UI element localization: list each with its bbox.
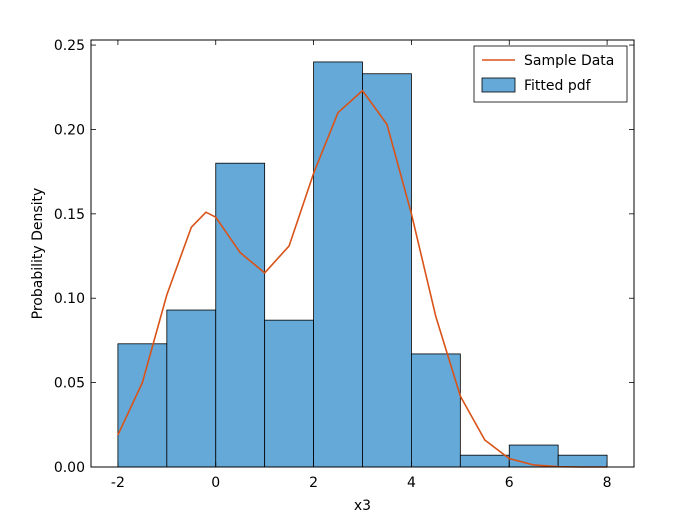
y-tick-label: 0.00 xyxy=(54,460,85,476)
y-tick-label: 0.10 xyxy=(54,291,85,307)
x-tick-label: 8 xyxy=(603,475,612,491)
y-tick-label: 0.25 xyxy=(54,38,85,54)
plot-frame xyxy=(90,39,635,468)
histogram-bar xyxy=(508,444,559,468)
legend: Sample Data Fitted pdf xyxy=(473,45,628,103)
legend-box xyxy=(473,45,628,103)
histogram-bar xyxy=(215,162,266,468)
x-axis-ticks: -2 0 2 4 6 8 xyxy=(111,40,612,491)
x-tick-label: 6 xyxy=(505,475,514,491)
y-tick-label: 0.20 xyxy=(54,122,85,138)
histogram-bars xyxy=(117,61,608,468)
y-tick-label: 0.05 xyxy=(54,376,85,392)
histogram-bar xyxy=(557,454,608,468)
histogram-bar xyxy=(264,319,314,468)
x-tick-label: 0 xyxy=(211,475,220,491)
x-tick-label: 4 xyxy=(407,475,416,491)
legend-label-sample-data: Sample Data xyxy=(524,53,614,69)
histogram-bar xyxy=(362,73,412,468)
y-tick-label: 0.15 xyxy=(54,207,85,223)
x-tick-label: -2 xyxy=(111,475,125,491)
histogram-bar xyxy=(313,61,363,468)
histogram-bar xyxy=(459,454,510,468)
x-tick-label: 2 xyxy=(309,475,318,491)
legend-label-fitted-pdf: Fitted pdf xyxy=(524,78,592,94)
sample-data-line xyxy=(117,89,608,468)
histogram-bar xyxy=(411,353,461,468)
x-axis-label: x3 xyxy=(354,498,371,514)
y-axis-ticks: 0.00 0.05 0.10 0.15 0.20 0.25 xyxy=(54,38,634,476)
histogram-bar xyxy=(166,309,217,468)
legend-patch-swatch xyxy=(481,77,516,93)
y-axis-label: Probability Density xyxy=(30,188,46,320)
pdf-line-layer xyxy=(117,89,608,468)
histogram-bar xyxy=(117,343,168,468)
